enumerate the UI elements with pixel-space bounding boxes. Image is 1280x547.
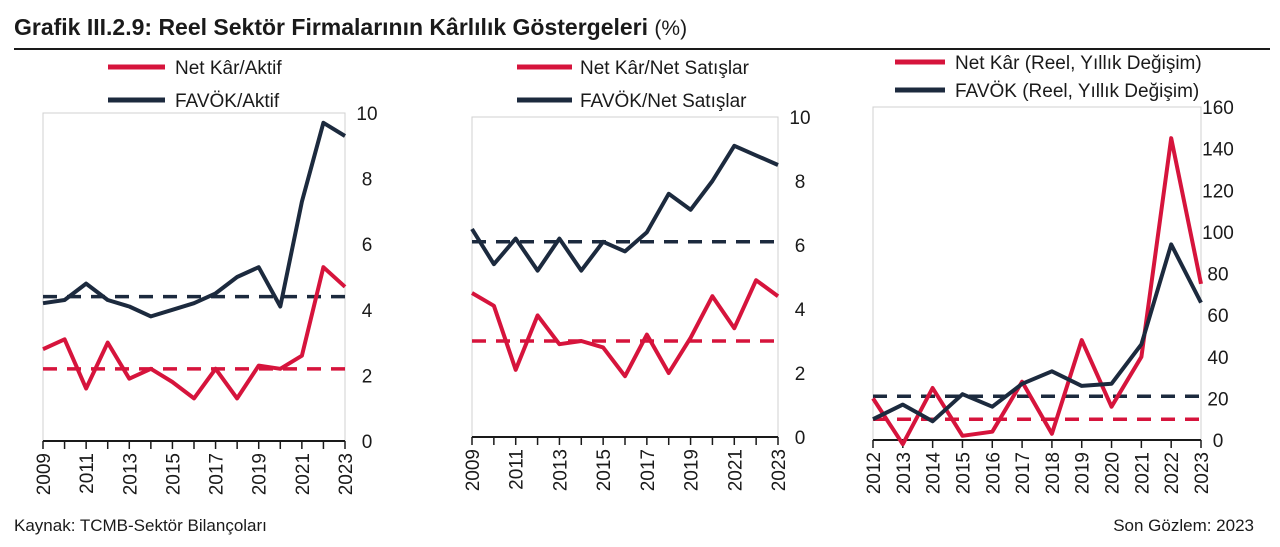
chart1-y-tick-label: 2 [362, 366, 373, 387]
chart2-x-tick-label: 2009 [463, 449, 484, 491]
chart2-series-line-1 [470, 278, 780, 379]
chart3-x-tick-label: 2022 [1162, 452, 1183, 494]
chart1-plot-frame [42, 112, 346, 442]
chart2-x-tick-label: 2023 [769, 449, 790, 491]
chart3-x-tick-label: 2012 [864, 452, 885, 494]
chart1-y-tick-label: 4 [362, 301, 373, 322]
chart1-series-line-2 [42, 120, 347, 319]
chart3-x-tick-label: 2019 [1073, 452, 1094, 494]
chart3-series-line-2 [872, 242, 1203, 424]
chart1-x-tick-label: 2009 [34, 453, 55, 495]
chart3-y-tick-label: 0 [1213, 431, 1224, 452]
chart2-y-tick-label: 8 [795, 172, 806, 193]
chart3-y-tick-label: 100 [1202, 223, 1234, 244]
chart-title-text: Grafik III.2.9: Reel Sektör Firmalarının… [14, 14, 649, 40]
chart2-legend-label-2: FAVÖK/Net Satışlar [580, 91, 747, 112]
chart1-y-tick-label: 6 [362, 235, 373, 256]
chart2-x-tick-label: 2015 [594, 449, 615, 491]
chart3-y-tick-label: 60 [1207, 306, 1228, 327]
chart3-x-tick-label: 2015 [953, 452, 974, 494]
chart3-x-tick-label: 2016 [983, 452, 1004, 494]
chart1-x-tick-label: 2021 [293, 453, 314, 495]
chart1-x-tick-label: 2011 [77, 453, 98, 494]
chart3-y-tick-label: 120 [1202, 181, 1234, 202]
chart3-x-tick-label: 2018 [1043, 452, 1064, 494]
chart3-x-tick-label: 2014 [924, 452, 945, 495]
chart3-legend-label-2: FAVÖK (Reel, Yıllık Değişim) [955, 81, 1199, 102]
chart2-x-tick-label: 2021 [725, 449, 746, 491]
chart3-x-tick-label: 2013 [894, 452, 915, 494]
chart3-legend-label-1: Net Kâr (Reel, Yıllık Değişim) [955, 53, 1202, 74]
chart2-y-tick-label: 10 [789, 108, 810, 129]
chart2-x-tick-label: 2017 [638, 449, 659, 491]
chart-title-unit: (%) [654, 17, 688, 40]
chart3-y-tick-label: 140 [1202, 140, 1234, 161]
chart3-x-tick-label: 2017 [1013, 452, 1034, 494]
chart1-x-tick-label: 2023 [336, 453, 357, 495]
chart1-y-tick-label: 10 [356, 104, 377, 125]
title-bar: Grafik III.2.9: Reel Sektör Firmalarının… [14, 8, 1270, 50]
chart1-x-tick-label: 2019 [250, 453, 271, 495]
chart2-series-line-2 [470, 143, 779, 273]
chart2-plot-frame [471, 116, 779, 438]
chart1-x-tick-label: 2015 [163, 453, 184, 495]
chart1-x-tick-label: 2013 [120, 453, 141, 495]
chart2-y-tick-label: 6 [795, 236, 806, 257]
chart3-y-tick-label: 80 [1207, 265, 1228, 286]
chart1-y-tick-label: 0 [362, 432, 373, 453]
chart3-x-tick-label: 2023 [1192, 452, 1213, 494]
chart2-x-tick-label: 2011 [507, 449, 528, 490]
chart2-y-tick-label: 2 [795, 364, 806, 385]
chart3-series-line-1 [871, 136, 1203, 447]
chart-title: Grafik III.2.9: Reel Sektör Firmalarının… [14, 14, 687, 41]
chart3-x-tick-label: 2021 [1132, 452, 1153, 494]
chart1-x-tick-label: 2017 [207, 453, 228, 495]
source-note: Kaynak: TCMB-Sektör Bilançoları [14, 516, 267, 535]
last-observation-note: Son Gözlem: 2023 [1113, 516, 1254, 535]
chart2-x-tick-label: 2019 [682, 449, 703, 491]
chart2-legend-label-1: Net Kâr/Net Satışlar [580, 58, 750, 79]
chart2-x-tick-label: 2013 [550, 449, 571, 491]
chart3-x-tick-label: 2020 [1103, 452, 1124, 494]
chart3-y-tick-label: 160 [1202, 98, 1234, 119]
chart1-legend-label-2: FAVÖK/Aktif [175, 91, 280, 112]
chart3-y-tick-label: 20 [1207, 389, 1228, 410]
chart1-series-line-1 [42, 265, 347, 401]
chart1-y-tick-label: 8 [362, 170, 373, 191]
chart2-y-tick-label: 0 [795, 428, 806, 449]
chart3-y-tick-label: 40 [1207, 348, 1228, 369]
chart1-legend-label-1: Net Kâr/Aktif [175, 58, 282, 79]
chart2-y-tick-label: 4 [795, 300, 806, 321]
